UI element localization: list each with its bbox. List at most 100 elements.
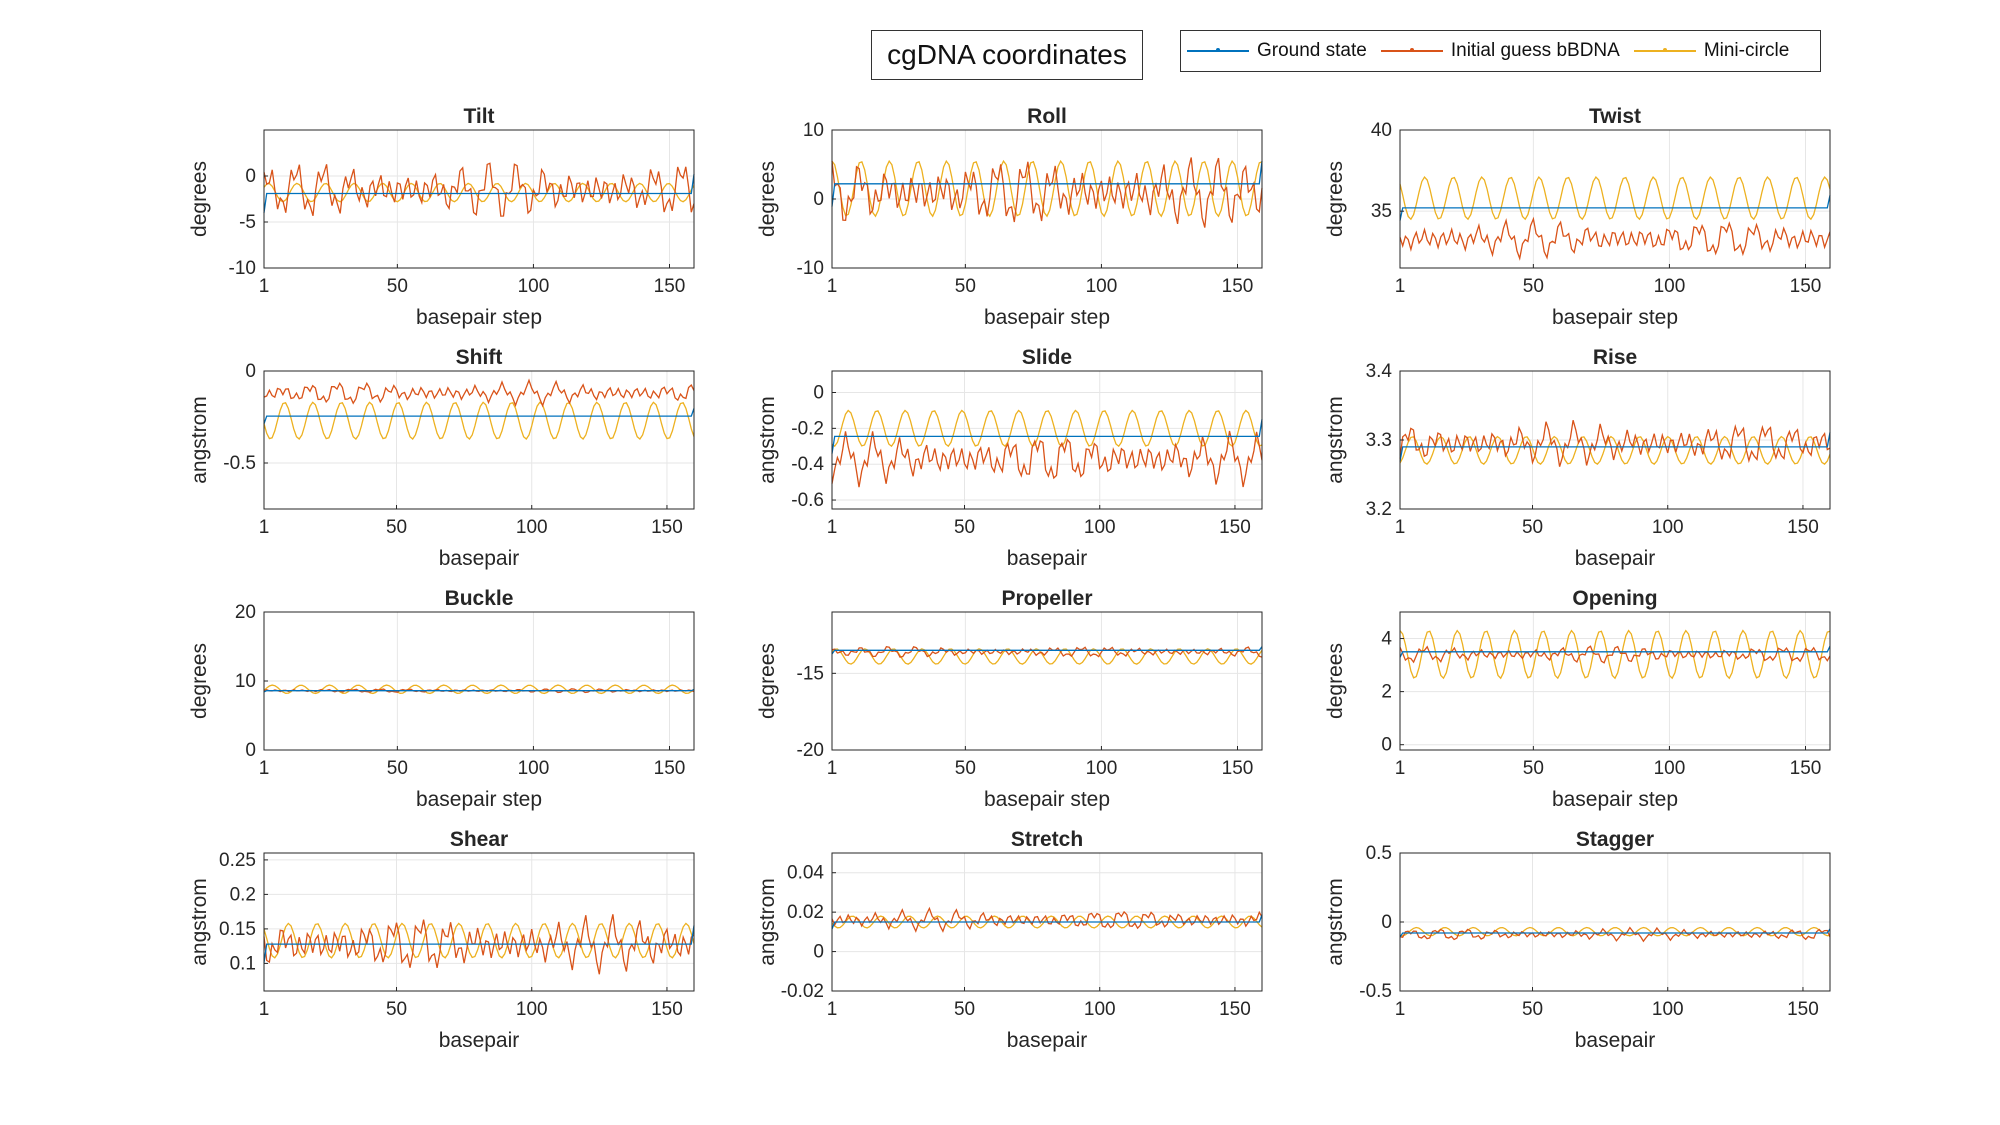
x-tick-label: 50 <box>955 758 976 779</box>
x-tick-label: 50 <box>387 758 408 779</box>
y-tick-label: -0.02 <box>781 981 824 1002</box>
plot-area <box>1400 612 1830 750</box>
y-axis-label: angstrom <box>756 396 779 484</box>
subplot-title: Roll <box>1027 105 1067 128</box>
x-tick-label: 50 <box>386 999 407 1020</box>
x-tick-label: 1 <box>1395 517 1406 538</box>
x-tick-label: 100 <box>1086 276 1118 297</box>
subplot-title: Twist <box>1589 105 1641 128</box>
series-mini-circle <box>831 648 1263 665</box>
subplot-title: Shift <box>456 346 503 369</box>
series-ground-state <box>831 646 1263 655</box>
y-tick-label: -0.2 <box>791 418 824 439</box>
axes-box <box>831 852 1263 992</box>
y-tick-label: 10 <box>803 120 824 141</box>
x-axis-label: basepair <box>1007 1029 1088 1052</box>
y-axis-label: degrees <box>1324 161 1347 237</box>
y-tick-label: 0 <box>245 740 256 761</box>
series-ground-state <box>1399 928 1831 938</box>
x-tick-label: 1 <box>259 758 270 779</box>
series-initial-guess <box>263 378 695 408</box>
series-ground-state <box>263 688 695 693</box>
x-tick-label: 150 <box>1787 999 1819 1020</box>
axes-box <box>831 611 1263 751</box>
x-tick-label: 1 <box>827 517 838 538</box>
y-tick-label: 0 <box>813 942 824 963</box>
series-mini-circle <box>263 922 695 959</box>
x-tick-label: 100 <box>1084 517 1116 538</box>
x-tick-label: 50 <box>955 276 976 297</box>
y-tick-label: 4 <box>1381 629 1392 650</box>
series-mini-circle <box>263 684 695 695</box>
y-tick-label: 0.15 <box>219 919 256 940</box>
y-axis-label: angstrom <box>188 396 211 484</box>
x-tick-label: 50 <box>1522 517 1543 538</box>
y-tick-label: 35 <box>1371 201 1392 222</box>
x-tick-label: 150 <box>654 758 686 779</box>
x-tick-label: 100 <box>516 999 548 1020</box>
x-tick-label: 50 <box>1523 758 1544 779</box>
y-tick-label: -15 <box>797 663 824 684</box>
y-tick-label: 0.25 <box>219 850 256 871</box>
series-mini-circle <box>831 409 1263 448</box>
x-tick-label: 100 <box>1652 517 1684 538</box>
y-tick-label: 0 <box>813 383 824 404</box>
y-axis-label: degrees <box>188 643 211 719</box>
series-ground-state <box>1399 195 1831 221</box>
x-tick-label: 50 <box>954 999 975 1020</box>
y-tick-label: 3.2 <box>1366 499 1392 520</box>
series-initial-guess <box>263 162 695 217</box>
subplot-shear: 1 50 100 1500.10.150.20.25Shearbasepairangs… <box>188 828 695 1052</box>
series-initial-guess <box>831 430 1263 488</box>
plot-area <box>264 853 694 991</box>
axes-box <box>1399 129 1831 269</box>
x-tick-label: 150 <box>1787 517 1819 538</box>
x-tick-label: 150 <box>1790 758 1822 779</box>
y-tick-label: 0 <box>1381 735 1392 756</box>
x-axis-label: basepair step <box>984 306 1110 329</box>
y-axis-label: degrees <box>756 161 779 237</box>
series-initial-guess <box>1399 216 1831 261</box>
series-ground-state <box>263 925 695 963</box>
x-tick-label: 50 <box>1522 999 1543 1020</box>
y-tick-label: 0.1 <box>230 953 256 974</box>
y-tick-label: -0.6 <box>791 490 824 511</box>
y-tick-label: -10 <box>797 258 824 279</box>
subplot-title: Buckle <box>445 587 514 610</box>
x-axis-label: basepair step <box>1552 306 1678 329</box>
subplot-title: Slide <box>1022 346 1072 369</box>
y-tick-label: 40 <box>1371 120 1392 141</box>
subplot-title: Shear <box>450 828 508 851</box>
legend-item-ground-state: Ground state <box>1187 40 1367 62</box>
x-tick-label: 1 <box>1395 276 1406 297</box>
series-ground-state <box>831 419 1263 454</box>
y-tick-label: -0.5 <box>1359 981 1392 1002</box>
x-tick-label: 100 <box>1652 999 1684 1020</box>
figure-title: cgDNA coordinates <box>871 30 1143 80</box>
subplot-title: Propeller <box>1001 587 1092 610</box>
series-ground-state <box>1399 645 1831 658</box>
legend-swatch-initial-guess <box>1380 48 1443 52</box>
x-axis-label: basepair <box>1575 547 1656 570</box>
x-tick-label: 1 <box>827 758 838 779</box>
x-tick-label: 1 <box>1395 758 1406 779</box>
series-initial-guess <box>831 157 1263 228</box>
x-tick-label: 150 <box>1219 517 1251 538</box>
x-axis-label: basepair <box>439 547 520 570</box>
legend-swatch-ground-state <box>1187 48 1249 52</box>
x-axis-label: basepair step <box>416 306 542 329</box>
x-tick-label: 50 <box>1523 276 1544 297</box>
x-tick-label: 1 <box>1395 999 1406 1020</box>
subplot-slide: 1 50 100 150-0.6-0.4-0.20Slidebasepairangst… <box>756 346 1263 570</box>
x-tick-label: 50 <box>387 276 408 297</box>
y-tick-label: 3.4 <box>1366 361 1393 382</box>
y-tick-label: -0.4 <box>791 454 824 475</box>
y-tick-label: 0.2 <box>230 884 256 905</box>
x-axis-label: basepair step <box>416 788 542 811</box>
x-tick-label: 50 <box>386 517 407 538</box>
